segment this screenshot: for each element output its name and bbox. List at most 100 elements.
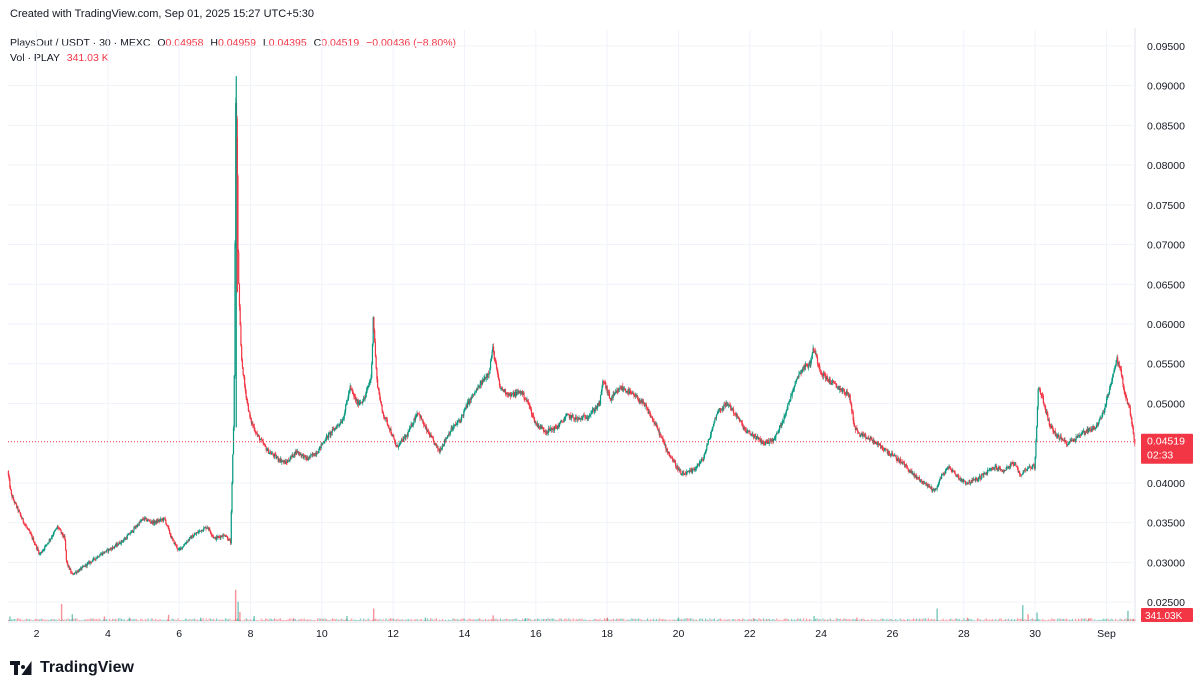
volume-bar: [712, 619, 714, 621]
candle-body: [76, 571, 79, 573]
candle-body: [744, 428, 747, 430]
candle-body: [296, 451, 299, 453]
candle-body: [239, 306, 241, 326]
volume-bar: [158, 619, 160, 621]
volume-bar: [68, 619, 71, 621]
volume-bar: [398, 619, 400, 621]
candle-body: [707, 439, 709, 444]
candle-body: [554, 426, 556, 428]
candle-body: [122, 541, 124, 543]
candle-body: [570, 415, 573, 419]
volume-bar: [749, 618, 751, 621]
candle-body: [841, 388, 843, 392]
candle-body: [294, 452, 296, 455]
candle-body: [984, 472, 986, 474]
volume-bar: [938, 620, 940, 621]
candle-body: [853, 420, 855, 425]
candle-body: [597, 403, 599, 406]
candle-body: [250, 418, 252, 424]
candle-body: [378, 388, 380, 395]
candle-body: [560, 420, 562, 422]
candle-body: [542, 427, 544, 430]
candle-body: [79, 569, 81, 572]
volume-bar: [825, 619, 827, 621]
candle-body: [900, 459, 902, 463]
candle-body: [449, 431, 452, 434]
volume-bar: [794, 619, 796, 621]
volume-bar: [912, 618, 915, 621]
volume-bar: [248, 620, 250, 621]
volume-bar: [13, 619, 16, 621]
volume-bar: [758, 618, 760, 621]
candle-body: [484, 377, 486, 380]
volume-bar: [77, 620, 79, 621]
candle-body: [284, 461, 287, 464]
volume-bar: [594, 619, 597, 621]
volume-bar: [193, 618, 195, 621]
candle-body: [1097, 423, 1099, 426]
candle-body: [109, 548, 111, 551]
candle-body: [1036, 426, 1038, 442]
candle-body: [772, 438, 774, 442]
tradingview-logo[interactable]: TradingView: [10, 659, 134, 677]
volume-bar: [465, 620, 467, 621]
candle-body: [861, 434, 863, 437]
candle-body: [1081, 432, 1083, 434]
candle-body: [602, 380, 604, 387]
volume-bar: [477, 618, 479, 621]
candle-body: [423, 423, 425, 426]
candle-body: [1131, 417, 1133, 425]
candle-body: [232, 427, 235, 455]
candle-body: [59, 528, 61, 531]
volume-bar: [137, 620, 139, 621]
candle-body: [59, 528, 61, 530]
candle-body: [1012, 462, 1014, 464]
candle-body: [432, 438, 434, 441]
volume-bar: [600, 620, 603, 621]
candle-body: [1109, 384, 1111, 390]
candle-body: [701, 458, 703, 460]
candle-body: [422, 419, 424, 424]
candle-body: [882, 448, 884, 450]
candle-body: [687, 471, 689, 472]
candle-body: [836, 386, 839, 388]
candle-body: [1042, 395, 1044, 397]
volume-bar: [768, 618, 770, 621]
volume-bar: [204, 620, 206, 621]
candle-body: [88, 561, 90, 563]
candle-body: [82, 566, 85, 568]
volume-bar: [1048, 619, 1050, 621]
candle-body: [211, 534, 213, 536]
candle-body: [759, 438, 761, 443]
volume-bar: [522, 618, 524, 621]
volume-bar: [964, 620, 967, 621]
candle-body: [709, 434, 712, 439]
candle-body: [817, 363, 819, 365]
candle-body: [462, 415, 464, 416]
candle-body: [681, 472, 683, 475]
volume-bar: [1110, 618, 1112, 621]
candle-body: [536, 423, 538, 426]
volume-bar: [636, 619, 638, 621]
volume-bar: [400, 619, 402, 621]
volume-bar: [112, 618, 114, 621]
last-price-badge: [1141, 433, 1193, 464]
candle-body: [529, 405, 531, 407]
volume-bar: [31, 620, 33, 621]
candle-body: [586, 417, 588, 419]
candle-body: [357, 400, 359, 406]
candle-body: [142, 518, 144, 520]
candle-body: [500, 387, 502, 389]
candle-body: [975, 477, 978, 479]
legend-volume-label[interactable]: Vol · PLAY: [10, 52, 60, 64]
volume-bar: [605, 619, 607, 621]
candle-body: [974, 479, 976, 481]
candle-body: [1061, 438, 1063, 440]
volume-bar: [1042, 618, 1044, 621]
volume-bar: [721, 619, 723, 621]
volume-bar: [1022, 620, 1025, 621]
candle-body: [662, 437, 664, 442]
volume-bar: [43, 619, 45, 621]
volume-bar: [1015, 619, 1017, 621]
